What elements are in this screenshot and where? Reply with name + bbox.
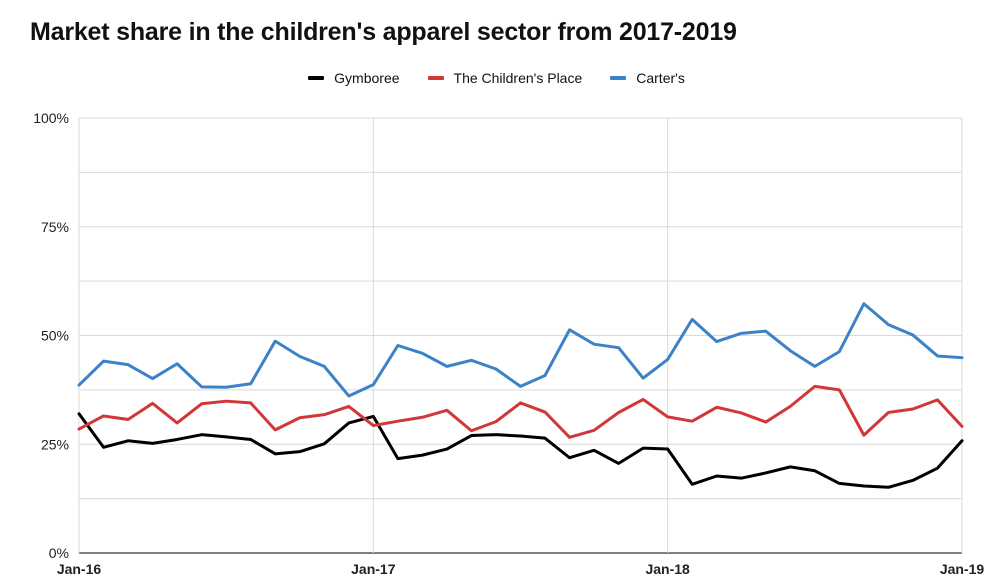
x-tick-label: Jan-16 — [57, 561, 102, 577]
y-tick-label: 25% — [41, 436, 69, 452]
chart-title: Market share in the children's apparel s… — [30, 18, 737, 46]
x-tick-label: Jan-17 — [351, 561, 396, 577]
x-tick-label: Jan-19 — [940, 561, 985, 577]
y-tick-label: 50% — [41, 328, 69, 344]
series-line-the-children-s-place — [77, 384, 964, 439]
y-tick-label: 75% — [41, 219, 69, 235]
series-line-carter-s — [77, 302, 964, 398]
legend-swatch-carters — [610, 76, 627, 80]
legend-item-childrens-place: The Children's Place — [427, 70, 583, 86]
legend-label-childrens-place: The Children's Place — [453, 70, 583, 86]
y-tick-label: 100% — [33, 110, 69, 126]
series-line-gymboree — [77, 412, 964, 489]
chart-legend: Gymboree The Children's Place Carter's — [0, 70, 993, 86]
series-layer — [77, 302, 964, 489]
legend-swatch-gymboree — [308, 76, 325, 80]
x-tick-label: Jan-18 — [645, 561, 690, 577]
legend-swatch-childrens-place — [427, 76, 444, 80]
axis-layer: 0% 25% 50% 75% 100% Jan-16 Jan-17 Jan-18 Jan-19 — [33, 110, 984, 577]
legend-label-gymboree: Gymboree — [334, 70, 400, 86]
legend-item-gymboree: Gymboree — [308, 70, 400, 86]
legend-label-carters: Carter's — [636, 70, 685, 86]
y-tick-label: 0% — [49, 545, 69, 561]
legend-item-carters: Carter's — [610, 70, 685, 86]
grid-layer — [78, 117, 963, 554]
